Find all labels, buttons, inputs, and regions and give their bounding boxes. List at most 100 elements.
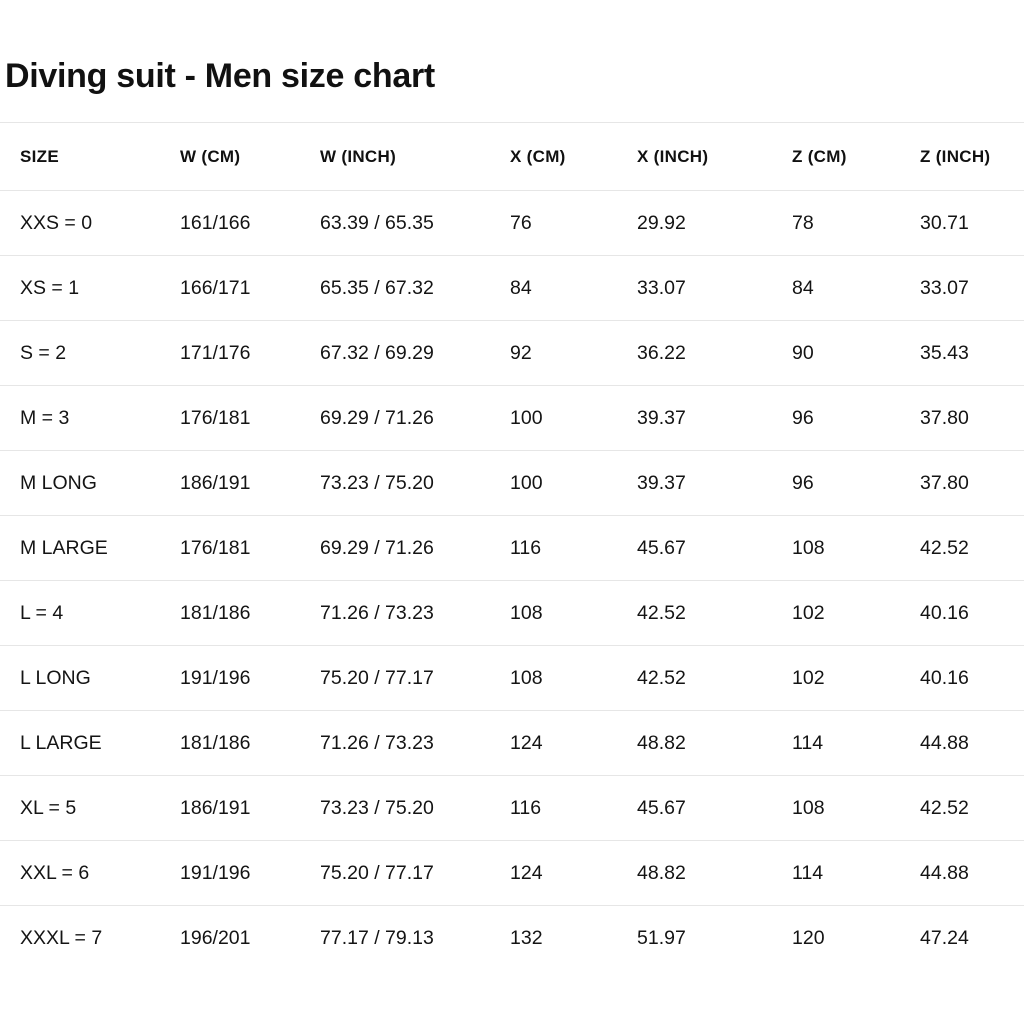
value-cell: 44.88 [900,710,1024,776]
table-row: M LARGE 176/181 69.29 / 71.26 116 45.67 108 42… [0,515,1024,581]
value-cell: 48.82 [617,840,772,906]
value-cell: 124 [490,840,617,906]
value-cell: 71.26 / 73.23 [300,580,490,646]
value-cell: 186/191 [160,775,300,841]
value-cell: 37.80 [900,450,1024,516]
value-cell: 96 [772,450,900,516]
size-cell: S = 2 [0,320,160,386]
column-header-size: SIZE [0,122,160,191]
value-cell: 51.97 [637,926,686,949]
column-header-z-inch: Z (INCH) [900,122,1024,191]
size-cell: XXL = 6 [0,840,160,906]
value-cell: 90 [772,320,900,386]
value-cell: 63.39 / 65.35 [300,190,490,256]
column-header-x-cm: X (CM) [490,122,617,191]
column-header-z-cm: Z (CM) [772,122,900,191]
value-cell: 132 [510,926,543,949]
table-header-row: SIZE W (CM) W (INCH) X (CM) X (INCH) Z (… [0,122,1024,191]
size-cell: M LARGE [0,515,160,581]
table-row: L LARGE 181/186 71.26 / 73.23 124 48.82 114 44… [0,710,1024,776]
value-cell: 114 [772,840,900,906]
value-cell: 33.07 [900,255,1024,321]
value-cell: 73.23 / 75.20 [300,450,490,516]
table-row: M = 3 176/181 69.29 / 71.26 100 39.37 96 37.80 [0,385,1024,451]
value-cell: 77.17 / 79.13 [320,926,434,949]
value-cell: 35.43 [900,320,1024,386]
table-row: XL = 5 186/191 73.23 / 75.20 116 45.67 108 42.… [0,775,1024,841]
size-chart-page: Diving suit - Men size chart SIZE W (CM)… [0,54,1024,1024]
value-cell: 161/166 [160,190,300,256]
size-cell: XXS = 0 [0,190,160,256]
value-cell: 100 [490,450,617,516]
value-cell: 67.32 / 69.29 [300,320,490,386]
value-cell: 108 [490,645,617,711]
value-cell: 45.67 [617,515,772,581]
value-cell: 191/196 [160,840,300,906]
value-cell: 75.20 / 77.17 [300,645,490,711]
value-cell: 102 [772,580,900,646]
column-header-w-inch: W (INCH) [300,122,490,191]
value-cell: 36.22 [617,320,772,386]
value-cell: 40.16 [900,645,1024,711]
value-cell: 84 [772,255,900,321]
value-cell: 120 [792,926,825,949]
size-cell: L LONG [0,645,160,711]
table-row: XXL = 6 191/196 75.20 / 77.17 124 48.82 114 44… [0,840,1024,906]
value-cell: 176/181 [160,515,300,581]
size-cell: M LONG [0,450,160,516]
value-cell: 30.71 [900,190,1024,256]
value-cell: 181/186 [160,580,300,646]
value-cell: 69.29 / 71.26 [300,385,490,451]
value-cell: 116 [490,775,617,841]
column-header-x-inch: X (INCH) [617,122,772,191]
value-cell: 42.52 [617,580,772,646]
value-cell: 196/201 [180,926,251,949]
page-title: Diving suit - Men size chart [5,57,435,95]
value-cell: 71.26 / 73.23 [300,710,490,776]
value-cell: 181/186 [160,710,300,776]
value-cell: 96 [772,385,900,451]
value-cell: 42.52 [900,515,1024,581]
table-row: M LONG 186/191 73.23 / 75.20 100 39.37 96 37.8… [0,450,1024,516]
value-cell: 100 [490,385,617,451]
size-cell: L = 4 [0,580,160,646]
value-cell: 108 [772,775,900,841]
value-cell: 102 [772,645,900,711]
size-cell: XXXL = 7 [20,926,103,949]
value-cell: 39.37 [617,450,772,516]
value-cell: 108 [772,515,900,581]
size-cell: L LARGE [0,710,160,776]
value-cell: 42.52 [900,775,1024,841]
value-cell: 44.88 [900,840,1024,906]
value-cell: 73.23 / 75.20 [300,775,490,841]
value-cell: 29.92 [617,190,772,256]
value-cell: 47.24 [920,926,969,949]
value-cell: 78 [772,190,900,256]
value-cell: 176/181 [160,385,300,451]
value-cell: 171/176 [160,320,300,386]
table-row: XXXL = 7 196/201 77.17 / 79.13 132 51.97 120 4… [0,906,1024,971]
size-cell: XL = 5 [0,775,160,841]
value-cell: 166/171 [160,255,300,321]
table-row: L = 4 181/186 71.26 / 73.23 108 42.52 102 40.1… [0,580,1024,646]
value-cell: 76 [490,190,617,256]
value-cell: 40.16 [900,580,1024,646]
size-cell: M = 3 [0,385,160,451]
value-cell: 75.20 / 77.17 [300,840,490,906]
value-cell: 45.67 [617,775,772,841]
value-cell: 69.29 / 71.26 [300,515,490,581]
table-row: XXS = 0 161/166 63.39 / 65.35 76 29.92 78 30.7… [0,190,1024,256]
value-cell: 114 [772,710,900,776]
value-cell: 124 [490,710,617,776]
value-cell: 186/191 [160,450,300,516]
size-cell: XS = 1 [0,255,160,321]
table-row: L LONG 191/196 75.20 / 77.17 108 42.52 102 40.… [0,645,1024,711]
table-body: XXS = 0 161/166 63.39 / 65.35 76 29.92 78 30.7… [0,190,1024,971]
table-row: XS = 1 166/171 65.35 / 67.32 84 33.07 84 33.07 [0,255,1024,321]
value-cell: 42.52 [617,645,772,711]
value-cell: 92 [490,320,617,386]
value-cell: 116 [490,515,617,581]
value-cell: 108 [490,580,617,646]
value-cell: 191/196 [160,645,300,711]
table-header: SIZE W (CM) W (INCH) X (CM) X (INCH) Z (… [0,122,1024,191]
